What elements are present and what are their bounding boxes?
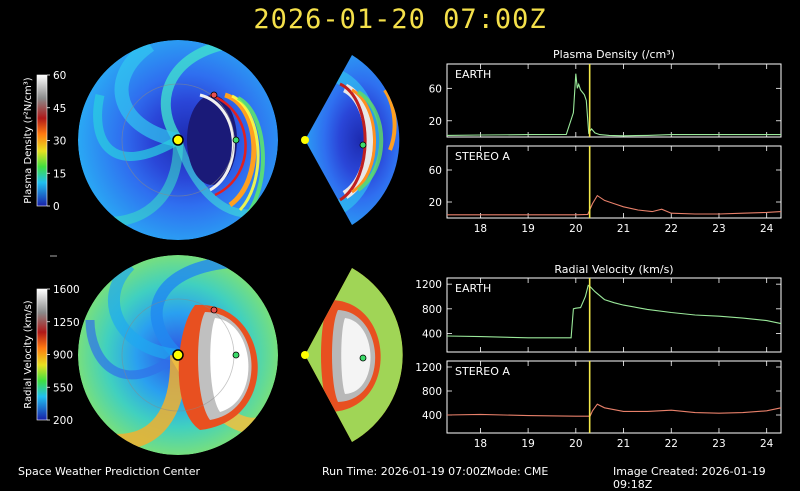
colorbar-0-tick-label: 30 — [53, 136, 66, 148]
footer-mode: Mode: CME — [487, 465, 549, 478]
series-line-stereo-a — [447, 194, 782, 216]
wedge-sun-marker — [301, 351, 309, 359]
y-tick-label: 400 — [422, 410, 442, 422]
colorbar-1-tick-label: 1600 — [53, 284, 80, 296]
x-tick-label: 19 — [521, 223, 534, 235]
wedge-sun-marker — [301, 136, 309, 144]
y-tick-label: 1200 — [415, 279, 442, 291]
y-tick-label: 1200 — [415, 362, 442, 374]
stereo-a-marker — [210, 91, 218, 99]
colorbar-0-tick-label: 45 — [53, 103, 66, 115]
y-tick-label: 20 — [429, 197, 442, 209]
x-tick-label: 23 — [712, 223, 725, 235]
y-tick-label: 20 — [429, 116, 442, 128]
chart-0-panel-0-frame — [446, 63, 782, 138]
footer-run-time: Run Time: 2026-01-19 07:00Z — [322, 465, 488, 478]
panel-label-earth: EARTH — [455, 68, 491, 81]
chart-0-panel-1-frame — [446, 145, 782, 219]
y-tick-label: 800 — [422, 386, 442, 398]
forecast-timestamp-title: 2026-01-20 07:00Z — [253, 4, 547, 35]
chart-0-title: Plasma Density (/cm³) — [553, 48, 675, 61]
x-tick-label: 18 — [474, 438, 487, 450]
series-line-earth — [446, 284, 782, 339]
x-tick-label: 22 — [665, 438, 678, 450]
chart-1-panel-1-frame — [446, 360, 782, 434]
colorbar-1-tick-label: 1250 — [53, 317, 80, 329]
footer-organization: Space Weather Prediction Center — [18, 465, 200, 478]
series-line-stereo-a — [446, 403, 782, 417]
series-line-earth — [446, 73, 781, 137]
colorbar-1-tick-label: 550 — [53, 382, 73, 394]
x-tick-label: 24 — [760, 223, 774, 235]
colorbar-0-label: Plasma Density (r²N/cm³) — [23, 77, 34, 204]
x-tick-label: 21 — [617, 438, 630, 450]
x-tick-label: 20 — [569, 438, 582, 450]
x-tick-label: 18 — [474, 223, 487, 235]
earth-marker — [232, 136, 240, 144]
x-tick-label: 24 — [760, 438, 774, 450]
y-tick-label: 60 — [429, 83, 442, 95]
wedge-earth-marker — [359, 354, 367, 362]
density-meridional-wedge — [305, 55, 400, 225]
colorbar-0-tick-label: 60 — [53, 70, 66, 82]
earth-marker — [232, 351, 240, 359]
chart-1-panel-0-frame — [446, 277, 782, 353]
chart-1-title: Radial Velocity (km/s) — [554, 263, 673, 276]
colorbar-1-label: Radial Velocity (km/s) — [23, 300, 34, 408]
footer-image-created: Image Created: 2026-01-19 09:18Z — [613, 465, 766, 491]
colorbar-0 — [36, 74, 48, 207]
wedge-earth-marker — [359, 141, 367, 149]
x-tick-label: 23 — [712, 438, 725, 450]
stereo-a-marker — [210, 306, 218, 314]
y-tick-label: 60 — [429, 165, 442, 177]
x-tick-label: 22 — [665, 223, 678, 235]
x-tick-label: 21 — [617, 223, 630, 235]
colorbar-1-tick-label: 200 — [53, 415, 73, 427]
x-tick-label: 20 — [569, 223, 582, 235]
colorbar-1 — [36, 288, 48, 421]
sun-marker — [172, 349, 184, 361]
sun-marker — [172, 134, 184, 146]
panel-label-stereo-a: STEREO A — [455, 150, 510, 163]
y-tick-label: 800 — [422, 304, 442, 316]
colorbar-1-tick-label: 900 — [53, 350, 73, 362]
y-tick-label: 400 — [422, 329, 442, 341]
panel-label-stereo-a: STEREO A — [455, 365, 510, 378]
panel-label-earth: EARTH — [455, 282, 491, 295]
colorbar-0-tick-label: 15 — [53, 168, 66, 180]
colorbar-0-tick-label: 0 — [53, 201, 60, 213]
velocity-meridional-wedge — [305, 268, 403, 442]
x-tick-label: 19 — [521, 438, 534, 450]
